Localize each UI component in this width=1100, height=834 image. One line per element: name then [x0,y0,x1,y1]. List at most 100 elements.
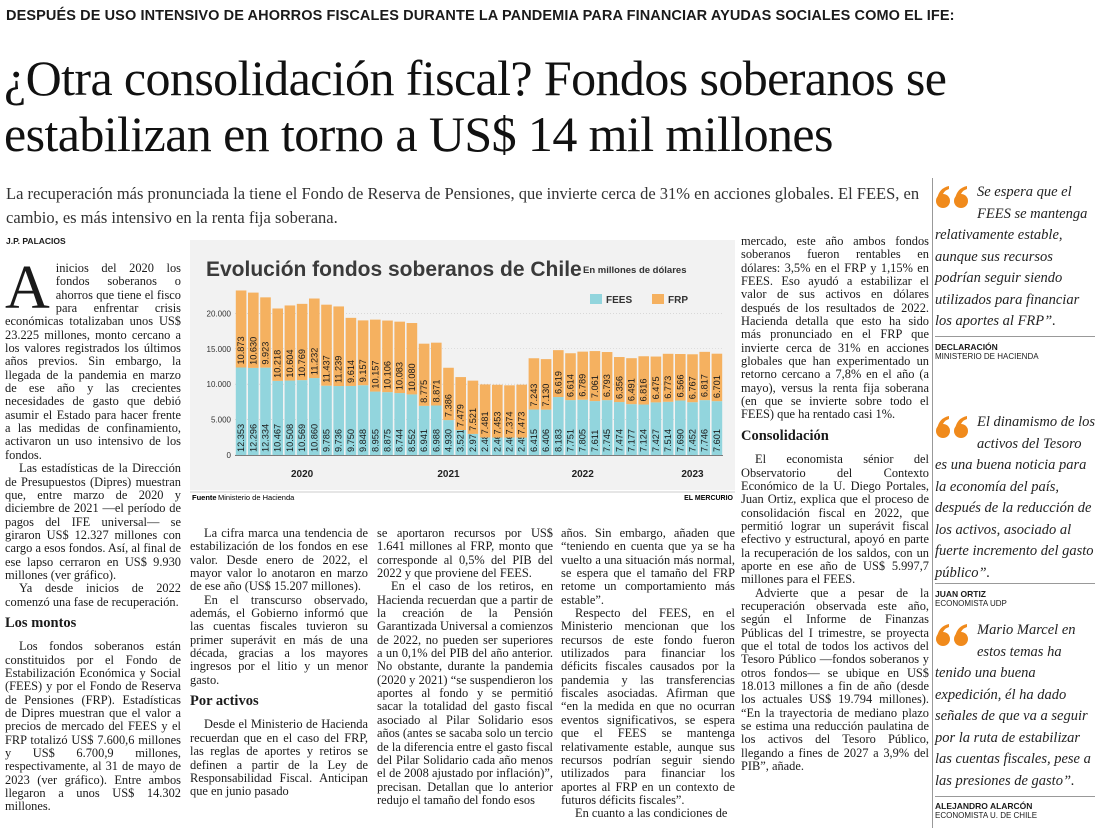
bar-segment [553,350,564,398]
paragraph: En cuanto a las condiciones de [561,807,735,820]
bar-segment [284,380,296,455]
y-tick-label: 20.000 [207,309,232,318]
y-tick-label: 15.000 [207,345,232,354]
value-label: 6.619 [553,371,563,394]
bar-segment [284,305,296,381]
value-label: 8.871 [431,380,441,403]
value-label: 10.218 [273,350,283,378]
paragraph-text: En cuanto a las condiciones de [575,806,728,821]
quote-icon [936,416,968,438]
legend-swatch [590,294,602,304]
bar-segment [650,402,662,455]
attribution: DECLARACIÓN MINISTERIO DE HACIENDA [935,342,1095,362]
value-label: 10.569 [297,424,307,452]
value-label: 10.769 [297,349,307,377]
bar-segment [553,397,564,455]
bar-segment [333,306,344,387]
bar-segment [321,385,332,455]
bar-segment [272,308,283,381]
bar-segment [260,367,271,455]
x-tick-label: 2023 [681,469,704,480]
bar-segment [687,354,698,403]
value-label: 6.773 [663,376,673,399]
pull-quote: Mario Marcel en estos temas ha tenido un… [935,620,1095,792]
bar-segment [650,356,662,403]
value-label: 6.406 [541,429,551,452]
value-label: 7.611 [590,430,600,452]
bar-segment [248,367,259,455]
value-label: 9.157 [358,359,368,382]
bar-segment [431,405,442,455]
bar-segment [406,323,418,395]
value-label: 10.873 [236,336,246,364]
bar-segment [467,433,479,455]
paragraph-text: El economista sénior del Observatorio de… [741,452,929,587]
bar-segment [370,319,381,392]
bar-segment [528,358,540,410]
value-label: 9.785 [322,429,332,452]
bar-segment [382,392,393,455]
bar-segment [492,384,503,438]
credit: EL MERCURIO [684,495,733,502]
value-label: 12.296 [248,424,258,452]
quote-rule [935,336,1095,337]
value-label: 7.243 [529,384,539,407]
attribution-role: MINISTERIO DE HACIENDA [935,352,1039,361]
bar-segment [614,402,625,455]
paragraph: Advierte que a pesar de la recuperación … [741,586,929,774]
value-label: 7.521 [468,408,478,431]
value-label: 9.736 [334,429,344,452]
paragraph: En el caso de los retiros, en Hacienda r… [377,580,553,807]
bar-segment [662,401,674,455]
paragraph: Ya desde inicios de 2022 comenzó una fas… [5,581,181,609]
bar-segment [626,358,637,405]
bar-segment [333,386,344,455]
paragraph: años. Sin embargo, añaden que “teniendo … [561,527,735,607]
bar-segment [699,351,710,401]
paragraph: Las estadísticas de la Dirección de Pres… [5,461,181,582]
value-label: 8.775 [419,380,429,403]
attribution-role: ECONOMISTA U. DE CHILE [935,811,1038,820]
paragraph-text: Respecto del FEES, en el Ministerio menc… [561,606,735,807]
quote-text: El dinamismo de los activos del Tesoro e… [935,414,1096,581]
column-rule [932,178,933,828]
value-label: 2.464 [505,429,515,452]
paragraph-text: En el transcurso observado, además, el G… [190,592,368,687]
source: Ministerio de Hacienda [218,493,295,502]
pull-quote: Se espera que el FEES se mantenga relati… [935,182,1095,333]
bar-segment [357,385,369,455]
value-label: 9.750 [346,429,356,452]
bar-segment [235,367,247,455]
paragraph: Respecto del FEES, en el Ministerio menc… [561,606,735,807]
bar-segment [675,400,686,455]
value-label: 2.457 [517,429,527,452]
value-label: 9.923 [261,342,271,365]
bar-segment [296,303,308,381]
value-label: 6.789 [578,374,588,397]
deck: La recuperación más pronunciada la tiene… [6,184,920,227]
bar-segment [309,298,320,379]
chart-title: Evolución fondos soberanos de Chile [206,258,582,281]
bar-segment [357,320,369,386]
value-label: 7.374 [505,412,515,435]
subheading: Consolidación [741,427,829,444]
value-label: 7.805 [578,429,588,452]
value-label: 4.930 [444,429,454,452]
value-label: 6.415 [529,429,539,452]
bar-segment [516,384,527,438]
bar-segment [235,290,247,368]
bar-segment [370,391,381,455]
bar-segment [455,430,466,455]
bar-segment [272,380,283,455]
bar-segment [309,378,320,455]
byline: J.P. PALACIOS [6,236,66,246]
value-label: 10.467 [273,424,283,452]
value-label: 7.453 [492,412,502,435]
bar-segment [565,353,576,401]
value-label: 8.183 [553,429,563,452]
y-tick-label: 0 [227,451,232,460]
bar-segment [540,409,552,455]
chart: Evolución fondos soberanos de Chile En m… [190,240,735,502]
